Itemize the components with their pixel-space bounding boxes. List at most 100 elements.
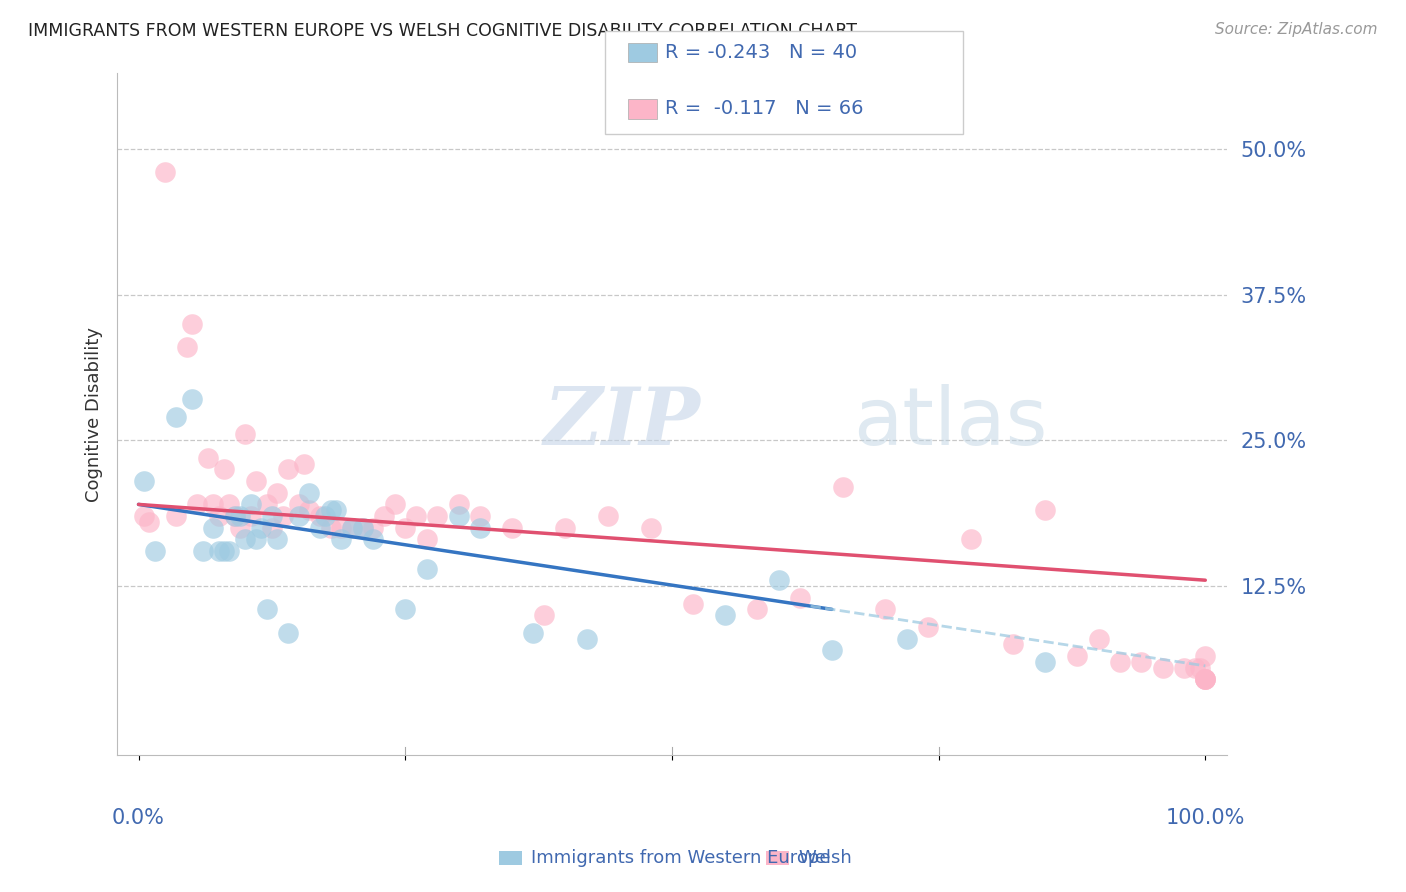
Point bbox=[309, 521, 332, 535]
Point bbox=[533, 608, 555, 623]
Point bbox=[789, 591, 811, 605]
Point bbox=[330, 521, 353, 535]
Text: Welsh: Welsh bbox=[799, 849, 852, 867]
Point bbox=[218, 544, 240, 558]
Point bbox=[415, 561, 437, 575]
Point bbox=[1152, 660, 1174, 674]
Point bbox=[202, 497, 225, 511]
Point bbox=[522, 625, 544, 640]
Point bbox=[229, 509, 252, 524]
Point bbox=[1194, 673, 1216, 687]
Point bbox=[319, 503, 342, 517]
Point bbox=[153, 165, 176, 179]
Point bbox=[415, 533, 437, 547]
Text: R =  -0.117   N = 66: R = -0.117 N = 66 bbox=[665, 99, 863, 119]
Point bbox=[426, 509, 449, 524]
Point bbox=[821, 643, 844, 657]
Point bbox=[682, 597, 704, 611]
Point bbox=[575, 632, 598, 646]
Point bbox=[256, 602, 278, 616]
Point bbox=[1194, 673, 1216, 687]
Text: Source: ZipAtlas.com: Source: ZipAtlas.com bbox=[1215, 22, 1378, 37]
Point bbox=[138, 515, 160, 529]
Point bbox=[340, 521, 363, 535]
Point bbox=[1184, 660, 1206, 674]
Point bbox=[1033, 503, 1056, 517]
Point bbox=[266, 533, 288, 547]
Point bbox=[1173, 660, 1195, 674]
Point bbox=[714, 608, 737, 623]
Point bbox=[239, 497, 262, 511]
Point bbox=[554, 521, 576, 535]
Text: Immigrants from Western Europe: Immigrants from Western Europe bbox=[531, 849, 831, 867]
Point bbox=[132, 509, 155, 524]
Point bbox=[831, 480, 853, 494]
Point bbox=[277, 462, 299, 476]
Point bbox=[468, 509, 491, 524]
Point bbox=[361, 533, 384, 547]
Point bbox=[180, 392, 202, 407]
Point bbox=[132, 474, 155, 488]
Point bbox=[224, 509, 246, 524]
Point bbox=[1194, 673, 1216, 687]
Point bbox=[212, 462, 235, 476]
Point bbox=[917, 620, 939, 634]
Point bbox=[501, 521, 523, 535]
Point bbox=[212, 544, 235, 558]
Point bbox=[1194, 648, 1216, 663]
Point bbox=[277, 625, 299, 640]
Point bbox=[245, 533, 267, 547]
Point bbox=[233, 427, 256, 442]
Point bbox=[361, 521, 384, 535]
Point bbox=[309, 509, 332, 524]
Point bbox=[1188, 660, 1211, 674]
Point bbox=[1033, 655, 1056, 669]
Point bbox=[319, 521, 342, 535]
Point bbox=[207, 509, 229, 524]
Point bbox=[768, 573, 790, 587]
Point bbox=[896, 632, 918, 646]
Point bbox=[165, 509, 187, 524]
Point bbox=[239, 509, 262, 524]
Point bbox=[373, 509, 395, 524]
Point bbox=[405, 509, 427, 524]
Point bbox=[314, 509, 336, 524]
Point bbox=[384, 497, 406, 511]
Point bbox=[256, 497, 278, 511]
Text: IMMIGRANTS FROM WESTERN EUROPE VS WELSH COGNITIVE DISABILITY CORRELATION CHART: IMMIGRANTS FROM WESTERN EUROPE VS WELSH … bbox=[28, 22, 858, 40]
Point bbox=[266, 485, 288, 500]
Point bbox=[352, 521, 374, 535]
Point bbox=[959, 533, 981, 547]
Point bbox=[176, 340, 198, 354]
Point bbox=[1130, 655, 1153, 669]
Point bbox=[191, 544, 214, 558]
Point bbox=[245, 474, 267, 488]
Point bbox=[325, 503, 347, 517]
Point bbox=[394, 602, 416, 616]
Point bbox=[1194, 673, 1216, 687]
Point bbox=[747, 602, 769, 616]
Point bbox=[271, 509, 294, 524]
Point bbox=[287, 509, 309, 524]
Point bbox=[352, 521, 374, 535]
Point bbox=[229, 521, 252, 535]
Point bbox=[1109, 655, 1132, 669]
Point bbox=[165, 409, 187, 424]
Point bbox=[224, 509, 246, 524]
Point bbox=[447, 497, 470, 511]
Point bbox=[197, 450, 219, 465]
Point bbox=[298, 485, 321, 500]
Text: ZIP: ZIP bbox=[544, 384, 700, 461]
Point bbox=[250, 521, 273, 535]
Point bbox=[207, 544, 229, 558]
Point bbox=[1002, 637, 1025, 651]
Point bbox=[287, 497, 309, 511]
Point bbox=[218, 497, 240, 511]
Point bbox=[298, 503, 321, 517]
Point bbox=[447, 509, 470, 524]
Point bbox=[143, 544, 166, 558]
Point bbox=[340, 521, 363, 535]
Point bbox=[330, 533, 353, 547]
Point bbox=[202, 521, 225, 535]
Text: R = -0.243   N = 40: R = -0.243 N = 40 bbox=[665, 43, 858, 62]
